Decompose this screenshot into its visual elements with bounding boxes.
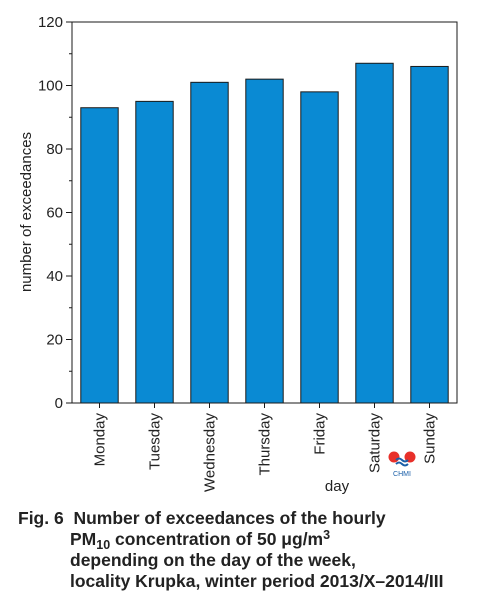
caption-unit-superscript: 3 (323, 528, 331, 542)
bar-thursday (245, 78, 284, 404)
y-tick-label: 120 (38, 14, 63, 31)
x-axis-label: day (325, 478, 350, 495)
caption-text: Number of exceedances of the hourly (73, 508, 386, 528)
logo-text: CHMI (393, 471, 411, 478)
chart: Monday Tuesday Wednesday Thursday Friday Satu… (18, 14, 458, 495)
y-tick-label: 40 (46, 268, 63, 285)
x-tick-labels: Monday Tuesday Wednesday Thursday Friday Satu… (92, 403, 439, 492)
caption-line-3: depending on the day of the week, (70, 550, 356, 570)
y-tick-label: 100 (38, 78, 63, 95)
caption-line-2: PM10 concentration of 50 μg/m3 (18, 528, 502, 552)
y-tick-label: 60 (46, 205, 63, 222)
plot-frame (71, 21, 458, 404)
bar-tuesday (135, 100, 174, 404)
x-tick-label: Tuesday (147, 413, 164, 470)
bar-wednesday (190, 81, 229, 404)
bar-sunday (410, 65, 449, 404)
x-tick-label: Thursday (257, 413, 274, 476)
logo-wave-icon (395, 457, 409, 463)
logo-left-dot (388, 451, 400, 463)
x-tick-label: Friday (312, 413, 329, 455)
logo-wave-icon (395, 461, 409, 467)
x-tick-label: Monday (92, 413, 109, 467)
y-tick-label: 0 (55, 395, 63, 412)
caption-pm-subscript: 10 (96, 538, 111, 552)
caption-line-4: locality Krupka, winter period 2013/X–20… (70, 571, 444, 591)
y-ticks: 0 20 40 60 80 100 120 (38, 14, 72, 412)
y-tick-label: 80 (46, 141, 63, 158)
x-tick-label: Saturday (367, 413, 384, 474)
caption-line-1: Fig. 6 Number of exceedances of the hour… (18, 508, 502, 529)
x-tick-label: Sunday (422, 413, 439, 464)
y-axis-label: number of exceedances (18, 132, 35, 292)
x-tick-label: Wednesday (202, 413, 219, 492)
bar-friday (300, 91, 339, 404)
bar-monday (80, 107, 119, 404)
y-tick-label: 20 (46, 332, 63, 349)
bar-saturday (355, 62, 394, 404)
caption-concentration: concentration of 50 μg/m (110, 529, 324, 549)
bars (80, 62, 449, 404)
caption-fig-label: Fig. 6 (18, 508, 64, 528)
caption-pm: PM (70, 529, 97, 549)
chmi-logo: CHMI (388, 451, 416, 478)
figure-caption: Fig. 6 Number of exceedances of the hour… (18, 508, 502, 592)
